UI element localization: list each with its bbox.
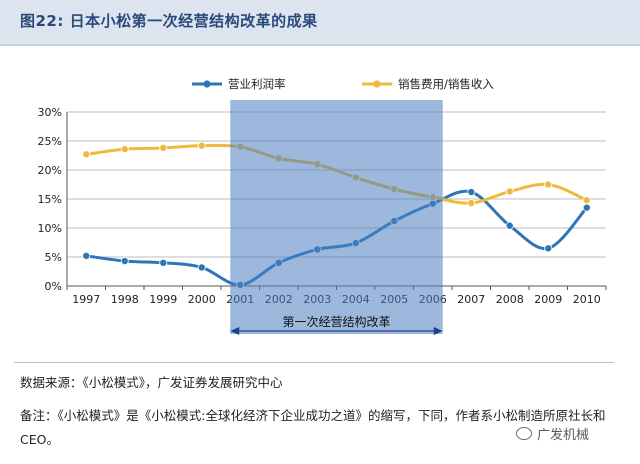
x-tick-label: 1999 xyxy=(149,293,177,306)
arrow-head-left xyxy=(230,327,240,335)
title-band: 图22: 日本小松第一次经营结构改革的成果 xyxy=(0,0,640,46)
highlight-band xyxy=(230,100,443,334)
data-point xyxy=(505,187,514,196)
data-point xyxy=(120,145,129,154)
data-point xyxy=(467,188,476,197)
x-tick-label: 2008 xyxy=(496,293,524,306)
legend-marker xyxy=(203,80,211,88)
figure-title: 图22: 日本小松第一次经营结构改革的成果 xyxy=(20,12,318,30)
legend-label: 销售费用/销售收入 xyxy=(398,77,494,91)
line-chart: 0%5%10%15%20%25%30%199719981999200020012… xyxy=(38,77,607,335)
data-point xyxy=(197,141,206,150)
data-source: 数据来源：《小松模式》，广发证券发展研究中心 xyxy=(20,375,283,390)
x-tick-label: 2000 xyxy=(188,293,216,306)
data-point xyxy=(467,199,476,208)
highlight-label: 第一次经营结构改革 xyxy=(282,314,390,329)
y-tick-label: 25% xyxy=(38,135,62,148)
y-tick-label: 10% xyxy=(38,222,62,235)
watermark-text: 广发机械 xyxy=(537,428,590,443)
footnote: 备注：《小松模式》是《小松模式:全球化经济下企业成功之道》的缩写，下同，作者系小… xyxy=(20,408,606,447)
x-tick-label: 1997 xyxy=(72,293,100,306)
y-tick-label: 5% xyxy=(45,251,62,264)
y-tick-label: 30% xyxy=(38,106,62,119)
x-tick-label: 2009 xyxy=(534,293,562,306)
arrow-head-right xyxy=(433,327,443,335)
legend-label: 营业利润率 xyxy=(228,77,286,91)
x-tick-label: 2010 xyxy=(573,293,601,306)
data-point xyxy=(582,203,591,212)
x-tick-label: 2007 xyxy=(457,293,485,306)
watermark: 广发机械 xyxy=(516,424,589,443)
y-tick-label: 0% xyxy=(45,280,62,293)
data-point xyxy=(544,244,553,253)
divider xyxy=(14,362,614,363)
data-point xyxy=(159,143,168,152)
data-point xyxy=(582,196,591,205)
data-point xyxy=(82,251,91,260)
legend-marker xyxy=(373,80,381,88)
data-point xyxy=(197,263,206,272)
y-tick-label: 20% xyxy=(38,164,62,177)
x-tick-label: 1998 xyxy=(111,293,139,306)
data-point xyxy=(120,257,129,266)
data-point xyxy=(544,180,553,189)
data-point xyxy=(505,221,514,230)
y-tick-label: 15% xyxy=(38,193,62,206)
data-point xyxy=(159,258,168,267)
wechat-icon xyxy=(516,427,532,440)
data-point xyxy=(82,150,91,159)
